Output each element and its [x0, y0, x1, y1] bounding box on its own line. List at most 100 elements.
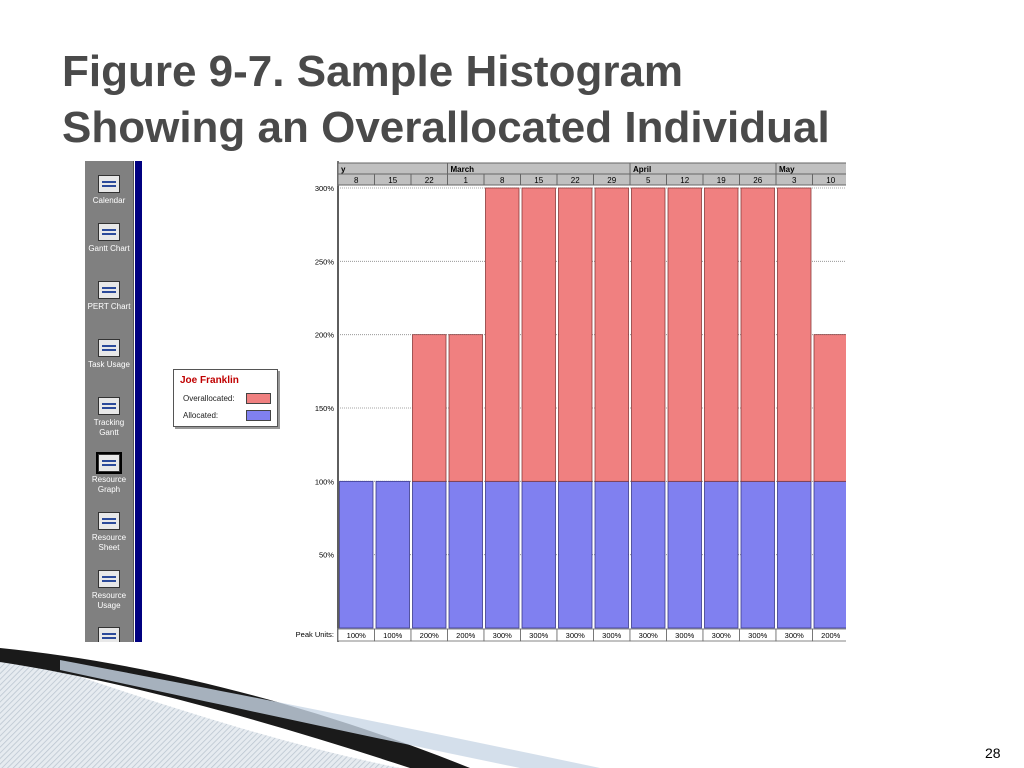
overallocated-bar — [485, 187, 520, 482]
view-bar-item-gantt-chart[interactable]: Gantt Chart — [85, 223, 133, 254]
resource-name: Joe Franklin — [180, 375, 239, 386]
view-bar-item-label: Tracking Gantt — [93, 418, 125, 437]
month-label: April — [633, 165, 651, 174]
view-bar-item-label: Task Usage — [88, 360, 130, 369]
allocated-bar — [777, 480, 812, 629]
allocated-bar — [667, 480, 702, 629]
more-views-icon — [98, 627, 120, 642]
week-label: 19 — [717, 176, 726, 185]
peak-units-label: Peak Units: — [296, 630, 334, 639]
view-bar-item-label: Resource Graph — [91, 475, 127, 494]
slide-title-line-1: Figure 9-7. Sample Histogram — [62, 47, 684, 96]
peak-units-value: 300% — [529, 631, 549, 640]
week-label: 10 — [826, 176, 835, 185]
month-label: y — [341, 165, 346, 174]
overallocated-bar — [813, 334, 846, 482]
view-bar-item-resource-usage[interactable]: Resource Usage — [85, 570, 133, 611]
view-bar-item-more[interactable] — [85, 627, 133, 642]
legend-overallocated-label: Overallocated: — [183, 394, 235, 403]
allocated-bar — [448, 480, 483, 629]
tracking-gantt-icon — [98, 397, 120, 415]
view-bar-item-task-usage[interactable]: Task Usage — [85, 339, 133, 370]
month-label: March — [451, 165, 475, 174]
peak-units-cell — [812, 628, 846, 642]
pert-chart-icon — [98, 281, 120, 299]
resource-graph-figure: Calendar Gantt Chart PERT Chart Task Usa… — [85, 161, 846, 642]
chart-bars — [339, 187, 846, 629]
peak-units-value: 200% — [420, 631, 440, 640]
slide-title: Figure 9-7. Sample Histogram Showing an … — [62, 44, 982, 156]
calendar-icon — [98, 175, 120, 193]
slide-number: 28 — [985, 745, 1001, 761]
y-axis: 50% 100% 150% 200% 250% 300% — [315, 184, 339, 628]
week-label: 15 — [388, 176, 397, 185]
allocated-bar — [485, 480, 520, 629]
peak-units-value: 300% — [748, 631, 768, 640]
legend-overallocated-swatch — [246, 393, 271, 404]
week-label: 22 — [425, 176, 434, 185]
y-tick-label: 200% — [315, 331, 335, 340]
swoosh-hatched-band — [0, 650, 400, 768]
peak-units-value: 300% — [675, 631, 695, 640]
allocated-bar — [521, 480, 556, 629]
overallocated-bar — [412, 334, 447, 482]
gantt-chart-icon — [98, 223, 120, 241]
overallocated-bar — [704, 187, 739, 482]
week-cell — [812, 173, 846, 186]
timescale-header: y March April May 8 15 22 1 8 15 22 29 5 12 19 26 3 10 — [337, 162, 846, 186]
overallocated-bar — [777, 187, 812, 482]
y-tick-label: 100% — [315, 477, 335, 486]
peak-units-value: 300% — [602, 631, 622, 640]
peak-units-value: 300% — [712, 631, 732, 640]
y-tick-label: 300% — [315, 184, 335, 193]
view-bar-item-pert-chart[interactable]: PERT Chart — [85, 281, 133, 312]
week-label: 3 — [792, 176, 797, 185]
resource-sheet-icon — [98, 512, 120, 530]
view-bar-item-label: Resource Sheet — [91, 533, 127, 552]
peak-units-value: 300% — [639, 631, 659, 640]
peak-units-value: 200% — [821, 631, 841, 640]
view-bar-item-resource-graph[interactable]: Resource Graph — [85, 452, 133, 495]
slide-title-line-2: Showing an Overallocated Individual — [62, 103, 830, 152]
week-label: 8 — [354, 176, 359, 185]
overallocated-bar — [521, 187, 556, 482]
allocated-bar — [412, 480, 447, 629]
legend-allocated-swatch — [246, 410, 271, 421]
month-label: May — [779, 165, 795, 174]
overallocated-bar — [558, 187, 593, 482]
resource-histogram: y March April May 8 15 22 1 8 15 22 29 5 12 19 26 3 10 50… — [296, 161, 846, 642]
allocated-bar — [813, 480, 846, 629]
peak-units-row: Peak Units: 100% 100% 200% 200% 300% 300% 300% 3… — [296, 628, 846, 642]
view-bar-item-label: Calendar — [92, 196, 126, 205]
peak-units-value: 100% — [383, 631, 403, 640]
active-view-bar — [135, 161, 142, 642]
allocated-bar — [740, 480, 775, 629]
resource-graph-icon — [96, 452, 122, 474]
peak-units-value: 200% — [456, 631, 476, 640]
view-bar-item-label: PERT Chart — [87, 302, 131, 311]
week-label: 29 — [607, 176, 616, 185]
week-label: 12 — [680, 176, 689, 185]
swoosh-light-band — [60, 660, 600, 768]
view-bar-item-tracking-gantt[interactable]: Tracking Gantt — [85, 397, 133, 438]
week-label: 8 — [500, 176, 505, 185]
allocated-bar — [704, 480, 739, 629]
overallocated-bar — [594, 187, 629, 482]
allocated-bar — [375, 480, 410, 629]
peak-units-value: 300% — [785, 631, 805, 640]
resource-usage-icon — [98, 570, 120, 588]
allocated-bar — [631, 480, 666, 629]
allocated-bar — [339, 480, 374, 629]
legend-allocated-label: Allocated: — [183, 411, 219, 420]
view-bar-item-label: Resource Usage — [91, 591, 127, 610]
y-tick-label: 250% — [315, 257, 335, 266]
view-bar-item-calendar[interactable]: Calendar — [85, 175, 133, 206]
peak-units-value: 100% — [347, 631, 367, 640]
week-label: 1 — [464, 176, 469, 185]
overallocated-bar — [448, 334, 483, 482]
y-tick-label: 50% — [319, 551, 334, 560]
view-bar-item-resource-sheet[interactable]: Resource Sheet — [85, 512, 133, 553]
overallocated-bar — [631, 187, 666, 482]
task-usage-icon — [98, 339, 120, 357]
